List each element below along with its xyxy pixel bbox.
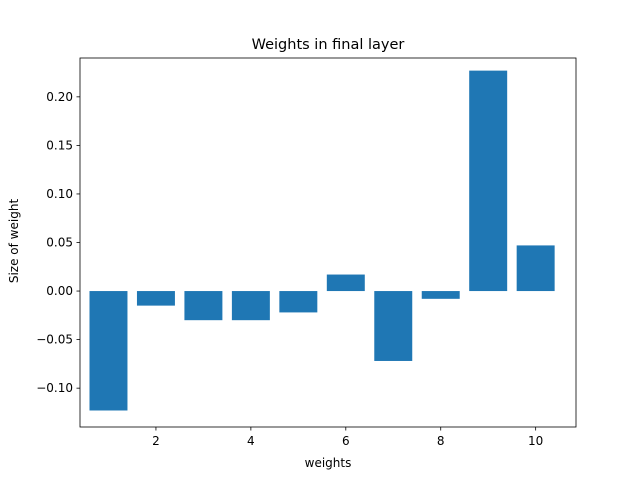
bar-7 [374, 291, 413, 361]
bar-1 [89, 291, 128, 411]
y-tick-label: 0.00 [46, 284, 73, 298]
y-axis-label: Size of weight [7, 199, 21, 284]
plot-frame [79, 57, 577, 428]
y-tick-label: 0.05 [46, 236, 73, 250]
bar-9 [469, 70, 508, 292]
bar-3 [184, 291, 223, 321]
y-tick-label: 0.10 [46, 187, 73, 201]
y-tick-label: −0.10 [36, 381, 73, 395]
x-tick-label: 10 [528, 434, 543, 448]
y-tick-label: 0.15 [46, 138, 73, 152]
chart-title: Weights in final layer [252, 37, 405, 53]
x-tick-label: 2 [152, 434, 160, 448]
bar-2 [136, 291, 175, 306]
x-axis-label: weights [305, 456, 352, 470]
x-tick-label: 4 [247, 434, 255, 448]
bar-6 [326, 274, 365, 292]
y-axis-ticks: −0.10 −0.05 0.00 0.05 0.10 0.15 0.20 [36, 90, 80, 395]
y-tick-label: 0.20 [46, 90, 73, 104]
bar-8 [421, 291, 460, 299]
bar-4 [231, 291, 270, 321]
bar-5 [279, 291, 318, 313]
bar-10 [516, 245, 555, 292]
x-tick-label: 8 [437, 434, 445, 448]
x-axis-ticks: 2 4 6 8 10 [152, 427, 543, 448]
bars-group [89, 70, 555, 411]
y-tick-label: −0.05 [36, 333, 73, 347]
x-tick-label: 6 [342, 434, 350, 448]
